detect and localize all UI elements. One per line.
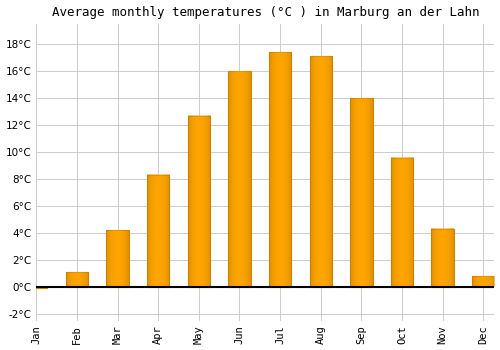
Title: Average monthly temperatures (°C ) in Marburg an der Lahn: Average monthly temperatures (°C ) in Ma… (52, 6, 479, 19)
Bar (25, 287, 48, 288)
Bar (106, 230, 128, 287)
Bar (350, 98, 372, 287)
Bar (472, 276, 494, 287)
Bar (66, 272, 88, 287)
Bar (228, 71, 250, 287)
Bar (269, 52, 291, 287)
Bar (188, 116, 210, 287)
Bar (310, 56, 332, 287)
Bar (147, 175, 170, 287)
Bar (391, 158, 413, 287)
Bar (432, 229, 454, 287)
